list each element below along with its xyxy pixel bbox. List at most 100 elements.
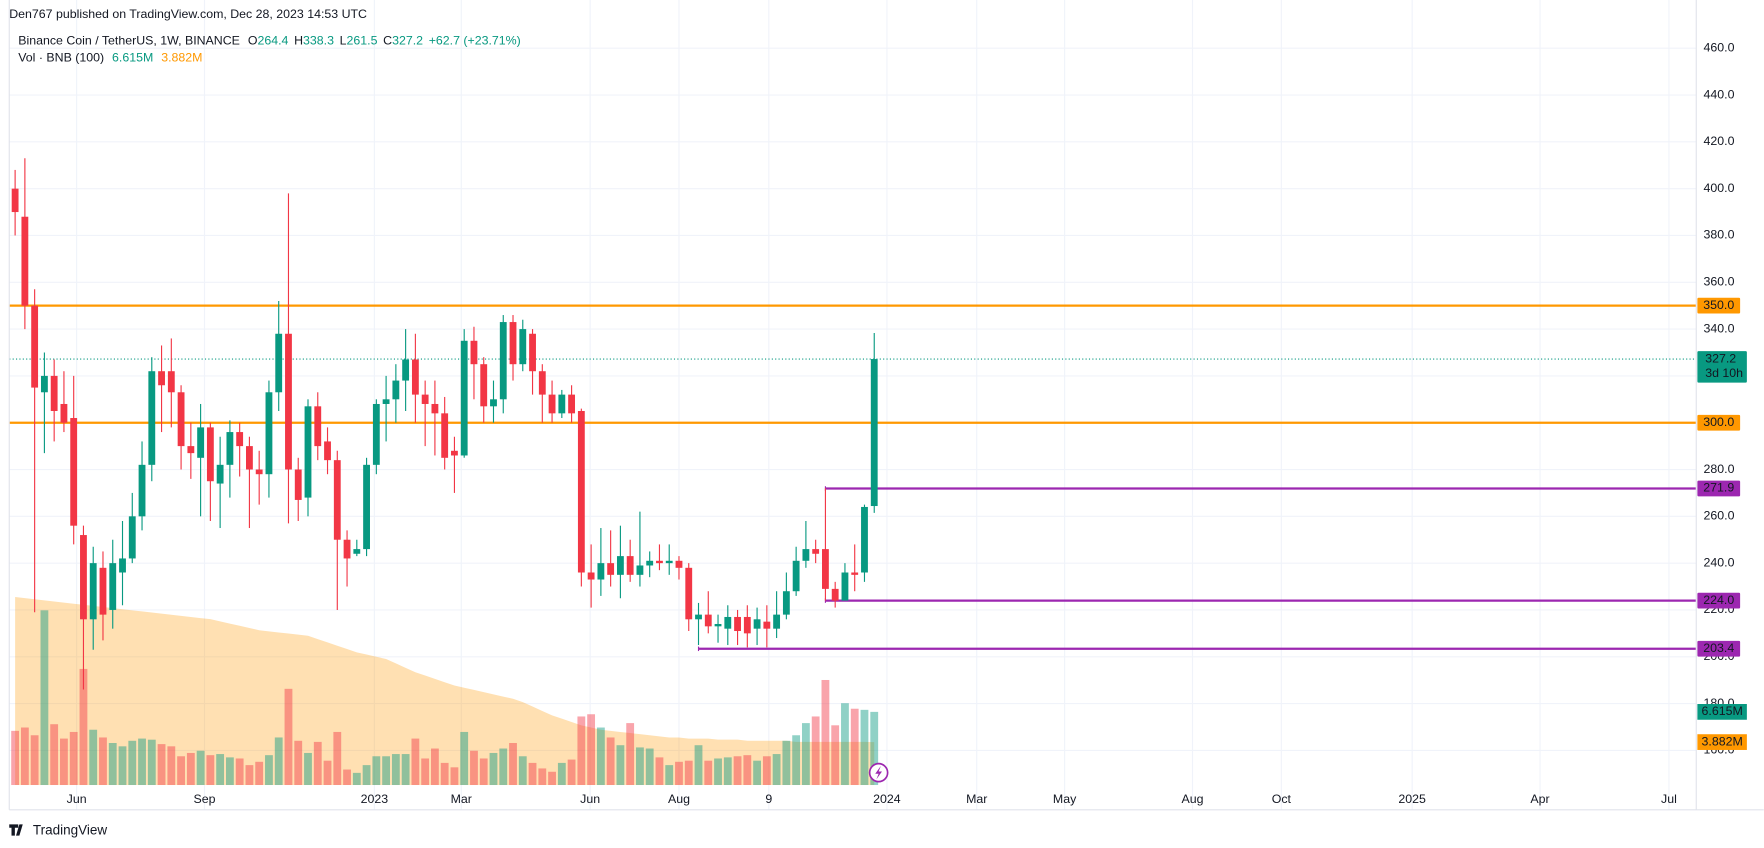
candle-body: [870, 359, 878, 507]
x-tick-label: Mar: [451, 792, 472, 806]
candle-body: [704, 614, 712, 627]
level-badge: [1697, 640, 1741, 657]
y-tick-label: 460.0: [1704, 40, 1735, 54]
y-tick-label: 260.0: [1704, 509, 1735, 523]
symbol-title: Binance Coin / TetherUS, 1W, BINANCE: [18, 34, 240, 48]
ohlc-value: 338.3: [303, 34, 334, 48]
ohlc-key: H: [294, 34, 303, 48]
y-tick-label: 420.0: [1704, 134, 1735, 148]
y-tick-label: 340.0: [1704, 321, 1735, 335]
volume-bar: [382, 756, 391, 786]
volume-bar: [89, 729, 98, 786]
candle-body: [616, 556, 624, 575]
y-tick-label: 360.0: [1704, 275, 1735, 289]
volume-ma-badge: [1697, 734, 1747, 750]
candle-body: [285, 333, 292, 470]
candle-body: [324, 441, 331, 461]
volume-bar: [636, 747, 644, 786]
level-badge: [1697, 414, 1741, 431]
volume-bar: [304, 752, 312, 786]
volume-bar: [675, 761, 683, 786]
x-tick-label: Jun: [67, 792, 87, 806]
candle-body: [460, 340, 468, 456]
candle-body: [822, 549, 829, 589]
level-label: 300.0: [1703, 415, 1734, 429]
volume-bar: [147, 739, 156, 786]
x-tick-label: 2023: [361, 792, 389, 806]
volume-bar: [333, 731, 342, 786]
candle-body: [119, 558, 126, 573]
candle-body: [167, 371, 175, 393]
candle-body: [80, 535, 87, 620]
volume-bar: [509, 743, 517, 786]
volume-pane: [11, 597, 879, 786]
candle-body: [470, 340, 478, 365]
volume-bar: [284, 688, 293, 786]
volume-bar: [294, 740, 303, 786]
volume-bar: [128, 740, 137, 786]
candle-body: [363, 464, 370, 550]
volume-bar: [216, 754, 225, 786]
candle-body: [587, 572, 595, 580]
candle-body: [236, 432, 244, 447]
footer-text: TradingView: [33, 823, 107, 838]
volume-bar: [489, 752, 498, 786]
volume-bar: [665, 765, 674, 786]
volume-bar: [225, 757, 234, 786]
volume-bar: [11, 730, 20, 786]
x-tick-label: 2025: [1398, 792, 1426, 806]
y-tick-label: 240.0: [1704, 555, 1735, 569]
candle-body: [402, 359, 410, 381]
candle-body: [607, 563, 615, 575]
volume-bar: [626, 723, 635, 786]
volume-bar: [460, 731, 469, 786]
candle-body: [792, 560, 800, 592]
last-price-label: 327.2: [1705, 351, 1736, 365]
ohlc-value: 261.5: [347, 34, 378, 48]
candle-body: [685, 567, 693, 620]
volume-bar: [792, 735, 801, 786]
volume-bar: [245, 765, 254, 786]
level-label: 224.0: [1703, 593, 1734, 607]
volume-bar: [704, 760, 713, 786]
y-tick-label: 280.0: [1704, 462, 1735, 476]
volume-bar: [255, 761, 264, 786]
volume-bar: [206, 755, 215, 786]
candle-body: [294, 469, 302, 500]
x-tick-label: Oct: [1272, 792, 1292, 806]
volume-bar: [157, 744, 166, 786]
candles: [11, 158, 878, 690]
volume-bar: [596, 727, 605, 786]
volume-bar: [518, 756, 527, 786]
x-tick-label: Sep: [194, 792, 216, 806]
volume-bar: [821, 679, 830, 786]
volume-bar: [743, 755, 752, 786]
candle-body: [392, 380, 400, 400]
volume-bar: [450, 767, 459, 786]
candle-body: [304, 406, 312, 498]
candle-body: [109, 563, 117, 610]
candle-body: [490, 399, 497, 407]
candle-body: [89, 563, 97, 620]
candle-body: [11, 188, 19, 213]
volume-bar: [362, 765, 371, 786]
level-badge: [1697, 297, 1741, 314]
candle-body: [343, 539, 351, 559]
candle-body: [441, 413, 449, 458]
volume-bar: [801, 723, 810, 786]
candle-body: [763, 621, 771, 629]
volume-bar: [606, 737, 615, 786]
x-tick-label: Apr: [1530, 792, 1549, 806]
y-tick-label: 400.0: [1704, 181, 1735, 195]
candle-body: [782, 591, 790, 615]
candle-body: [558, 394, 566, 414]
candle-body: [626, 556, 634, 575]
candle-body: [480, 364, 488, 407]
alert-icon[interactable]: [868, 762, 889, 783]
candle-body: [411, 359, 419, 395]
candle-body: [382, 399, 390, 404]
x-tick-label: 2024: [873, 792, 901, 806]
price-axis-bg: [1696, 0, 1764, 810]
change: +62.7 (+23.71%): [429, 34, 521, 48]
